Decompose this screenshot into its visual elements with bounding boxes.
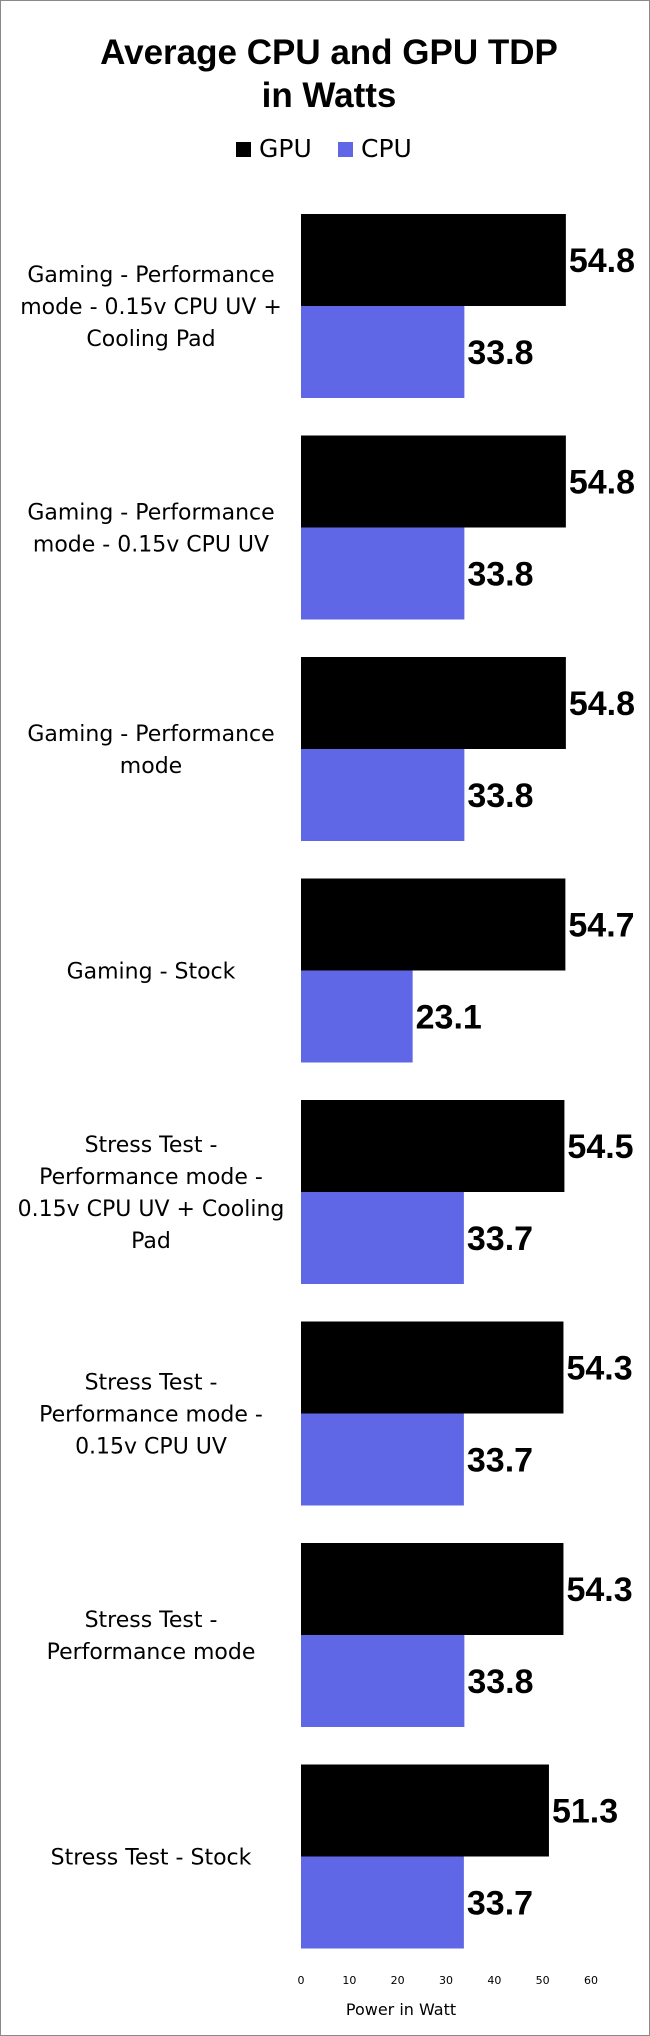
bar-gpu [301,1543,564,1635]
bar-gpu [301,1321,564,1414]
data-label-gpu: 54.3 [566,1350,632,1388]
category-label: 0.15v CPU UV + Cooling [18,1197,285,1222]
category-label: Stress Test - Stock [51,1846,252,1871]
chart-title-line: Average CPU and GPU TDP [100,33,558,72]
bar-gpu [301,214,566,306]
category-label: Cooling Pad [86,327,215,352]
x-axis-title: Power in Watt [346,2000,456,2019]
category-label: Gaming - Stock [67,960,236,985]
category-label: Stress Test - [85,1608,218,1633]
data-label-gpu: 54.8 [569,464,635,502]
data-label-cpu: 33.8 [467,556,533,594]
data-label-cpu: 33.8 [467,1663,533,1701]
data-label-cpu: 33.7 [467,1442,533,1480]
category-label: Gaming - Performance [27,501,274,526]
data-label-gpu: 51.3 [552,1793,618,1831]
legend-swatch-cpu [338,142,353,157]
bar-cpu [301,970,413,1063]
bar-cpu [301,1413,464,1506]
category-label: Stress Test - [85,1371,218,1396]
category-label: 0.15v CPU UV [75,1435,227,1460]
bar-gpu [301,435,566,528]
bar-cpu [301,306,465,398]
data-label-cpu: 33.8 [467,777,533,815]
x-tick-label: 50 [536,1974,550,1987]
category-label: mode - 0.15v CPU UV [33,533,269,558]
data-label-gpu: 54.8 [569,685,635,723]
chart-title: Average CPU and GPU TDP in Watts [100,33,558,115]
bar-cpu [301,1856,464,1949]
legend: GPU CPU [236,134,412,163]
data-label-gpu: 54.3 [566,1571,632,1609]
x-tick-label: 40 [487,1974,501,1987]
category-label: Gaming - Performance [27,722,274,747]
x-tick-label: 0 [298,1974,305,1987]
data-label-cpu: 23.1 [416,999,482,1037]
x-tick-label: 30 [439,1974,453,1987]
bar-gpu [301,657,566,749]
category-label: Performance mode [47,1640,256,1665]
bar-gpu [301,1764,549,1857]
data-label-gpu: 54.5 [567,1128,633,1166]
x-axis-ticks: 0 10 20 30 40 50 60 [298,1974,599,1987]
data-label-gpu: 54.8 [569,242,635,280]
legend-label-gpu: GPU [259,134,312,163]
category-label: Pad [131,1229,171,1254]
category-labels: Gaming - Performance mode - 0.15v CPU UV … [18,263,285,1871]
x-tick-label: 60 [584,1974,598,1987]
data-label-gpu: 54.7 [568,907,634,945]
category-label: Gaming - Performance [27,263,274,288]
legend-label-cpu: CPU [361,134,412,163]
x-tick-label: 20 [391,1974,405,1987]
category-label: mode - 0.15v CPU UV + [20,295,282,320]
bars [301,214,566,1949]
data-label-cpu: 33.7 [467,1220,533,1258]
category-label: mode [120,754,182,779]
bar-cpu [301,1635,465,1727]
category-label: Stress Test - [85,1133,218,1158]
data-label-cpu: 33.7 [467,1885,533,1923]
category-label: Performance mode - [39,1403,263,1428]
chart-title-line: in Watts [262,76,397,115]
bar-cpu [301,527,465,620]
legend-swatch-gpu [236,142,251,157]
category-label: Performance mode - [39,1165,263,1190]
bar-gpu [301,1100,565,1192]
bar-cpu [301,749,465,841]
bar-gpu [301,878,566,971]
x-tick-label: 10 [342,1974,356,1987]
bar-cpu [301,1192,464,1284]
data-labels: 54.8 33.8 54.8 33.8 54.8 33.8 54.7 23.1 54.5 33.7… [416,242,635,1923]
data-label-cpu: 33.8 [467,334,533,372]
